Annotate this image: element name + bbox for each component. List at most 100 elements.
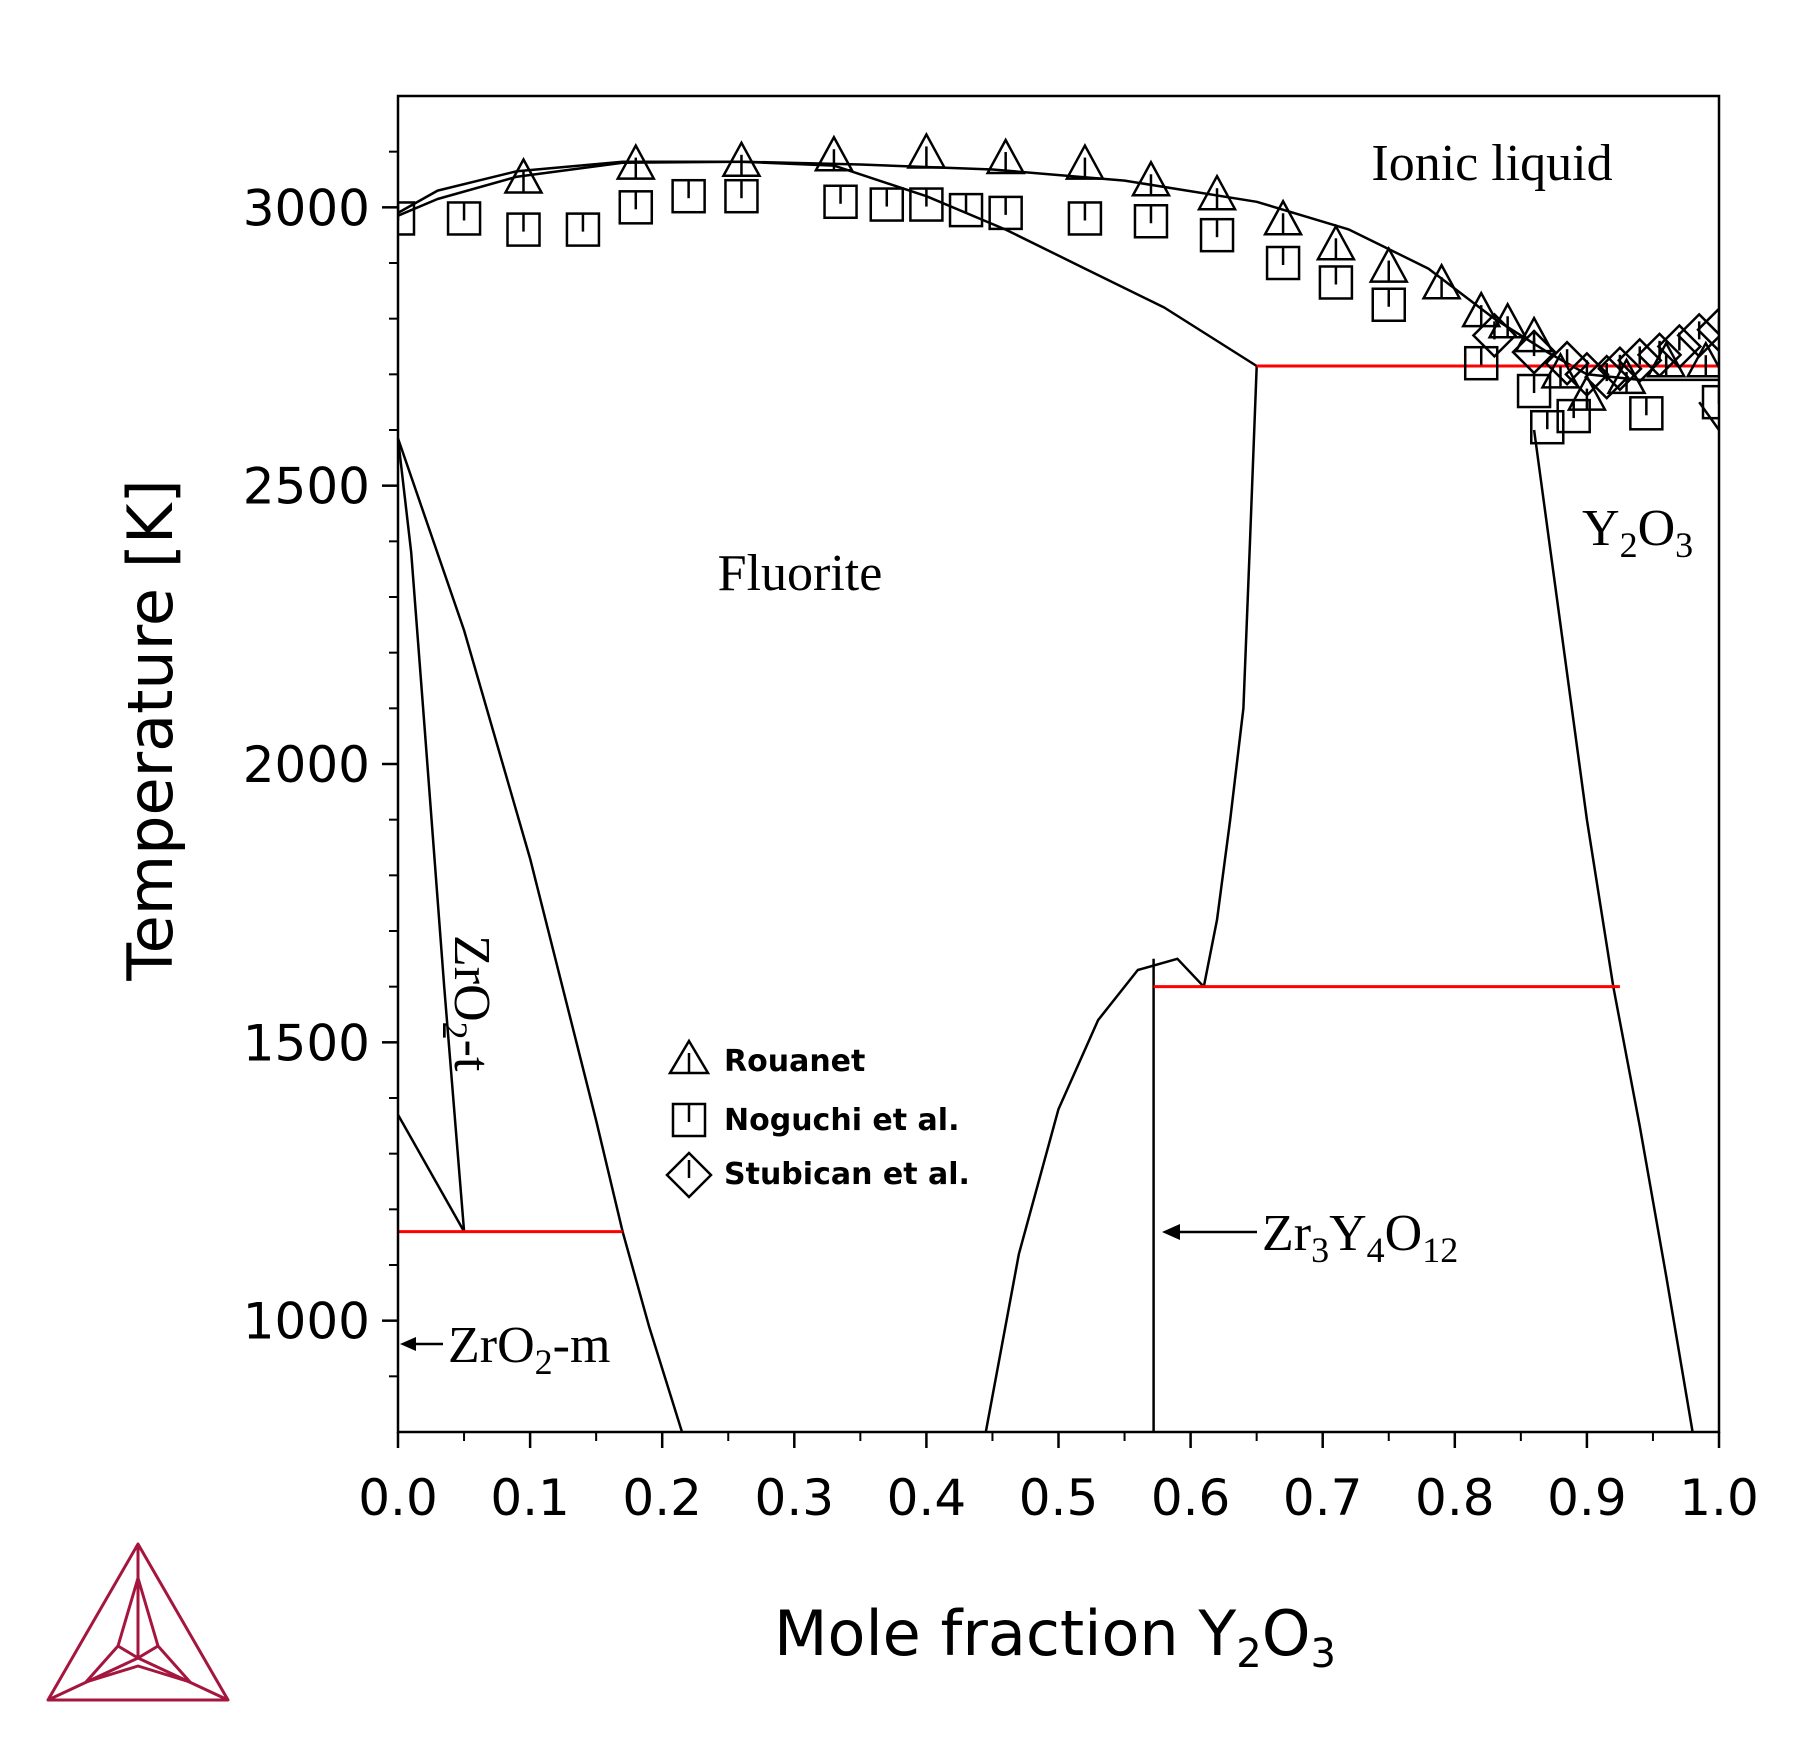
- invariant-lines: [398, 364, 1719, 1234]
- zro2-m-annotation: ZrO2-m: [400, 1317, 610, 1382]
- phase-boundary-5: [621, 1231, 684, 1433]
- x-axis-title-sub2: 3: [1311, 1631, 1336, 1677]
- phase-boundary-4: [396, 437, 624, 1232]
- marker-square-1-20: [1530, 409, 1565, 445]
- x-tick-label-1: 0.1: [490, 1469, 570, 1527]
- legend-triangle-marker: [667, 1038, 711, 1075]
- label-ionic-liquid: Ionic liquid: [1371, 135, 1612, 192]
- legend: Rouanet Noguchi et al. Stubican et al.: [665, 1038, 970, 1199]
- legend-label-rouanet: Rouanet: [724, 1044, 865, 1079]
- marker-triangle-0-4: [906, 131, 947, 169]
- y-tick-label-3: 2500: [243, 458, 370, 516]
- marker-square-1-6: [724, 178, 759, 214]
- marker-square-1-9: [909, 187, 944, 222]
- label-zro2-m: ZrO2-m: [448, 1317, 610, 1382]
- zr3y4o12-annotation: Zr3Y4O12: [1162, 1205, 1458, 1270]
- phase-boundary-10: [1532, 429, 1694, 1433]
- x-tick-label-0: 0.0: [358, 1469, 438, 1527]
- marker-square-1-0: [398, 201, 416, 236]
- marker-diamond-2-10: [1696, 307, 1719, 353]
- marker-triangle-0-11: [1368, 245, 1409, 283]
- x-tick-label-10: 1.0: [1679, 1469, 1759, 1527]
- x-tick-label-6: 0.6: [1151, 1469, 1231, 1527]
- marker-square-1-4: [618, 190, 654, 225]
- marker-triangle-0-5: [985, 137, 1026, 175]
- x-tick-label-7: 0.7: [1283, 1469, 1363, 1527]
- x-tick-label-5: 0.5: [1019, 1469, 1099, 1527]
- marker-square-1-3: [565, 212, 601, 247]
- marker-triangle-0-8: [1196, 173, 1238, 211]
- y-tick-label-1: 1500: [243, 1014, 370, 1072]
- legend-item-stubican: Stubican et al.: [665, 1151, 970, 1199]
- marker-diamond-2-1: [1511, 329, 1557, 375]
- y-tick-label-4: 3000: [243, 179, 370, 237]
- marker-triangle-0-12: [1421, 262, 1462, 300]
- marker-square-1-23: [1701, 384, 1719, 420]
- marker-square-1-7: [823, 184, 858, 220]
- marker-square-1-5: [671, 178, 706, 214]
- legend-square-marker: [671, 1102, 707, 1138]
- zro2-m-arrowhead: [400, 1337, 416, 1351]
- x-tick-label-3: 0.3: [755, 1469, 835, 1527]
- y-axis-title: Temperature [K]: [114, 479, 187, 981]
- marker-triangle-0-1: [615, 142, 656, 180]
- marker-diamond-2-7: [1636, 332, 1683, 378]
- x-axis-title-mid: O: [1262, 1597, 1311, 1670]
- y-tick-label-2: 2000: [243, 736, 370, 794]
- phase-boundary-3: [1202, 365, 1258, 987]
- x-tick-label-8: 0.8: [1415, 1469, 1495, 1527]
- thermo-calc-logo: [46, 1542, 230, 1702]
- x-axis-ticks: 0.0 0.1 0.2 0.3 0.4 0.5 0.6 0.7 0.8 0.9 1.0: [358, 1432, 1759, 1527]
- y-tick-label-0: 1000: [243, 1293, 370, 1351]
- legend-label-stubican: Stubican et al.: [724, 1157, 970, 1192]
- marker-triangle-0-9: [1262, 198, 1304, 236]
- x-axis-title-sub1: 2: [1236, 1631, 1261, 1677]
- marker-triangle-0-0: [503, 156, 544, 194]
- marker-square-1-1: [446, 201, 482, 236]
- data-markers: [398, 131, 1719, 445]
- label-fluorite: Fluorite: [718, 545, 883, 602]
- marker-triangle-0-2: [721, 140, 762, 178]
- marker-triangle-0-10: [1315, 223, 1357, 261]
- marker-square-1-2: [506, 212, 541, 247]
- phase-boundary-8: [984, 957, 1205, 1433]
- marker-triangle-0-20: [1685, 340, 1719, 378]
- legend-item-rouanet: Rouanet: [667, 1038, 865, 1079]
- marker-diamond-2-2: [1544, 340, 1590, 386]
- marker-square-1-10: [948, 192, 984, 228]
- x-axis-title-main: Mole fraction Y: [774, 1597, 1236, 1670]
- marker-diamond-2-9: [1676, 312, 1719, 359]
- x-tick-label-4: 0.4: [887, 1469, 967, 1527]
- y-axis-ticks: 1000 1500 2000 2500 3000: [243, 150, 398, 1378]
- marker-square-1-15: [1265, 245, 1301, 281]
- marker-diamond-2-0: [1471, 312, 1518, 359]
- zr3y4o12-arrowhead: [1162, 1224, 1180, 1240]
- label-y2o3: Y2O3: [1582, 500, 1693, 565]
- marker-square-1-17: [1371, 287, 1406, 322]
- phase-boundary-7: [396, 1114, 466, 1233]
- marker-triangle-0-17: [1566, 373, 1608, 411]
- marker-square-1-19: [1516, 373, 1552, 409]
- legend-item-noguchi: Noguchi et al.: [671, 1102, 959, 1138]
- phase-boundary-0: [397, 160, 1719, 382]
- phase-boundary-2: [925, 195, 1258, 368]
- marker-square-1-13: [1133, 204, 1169, 239]
- marker-triangle-0-6: [1064, 142, 1106, 180]
- x-tick-label-9: 0.9: [1547, 1469, 1627, 1527]
- marker-square-1-16: [1318, 265, 1354, 300]
- x-tick-label-2: 0.2: [622, 1469, 702, 1527]
- label-zro2-t: ZrO2-t: [435, 935, 500, 1072]
- phase-boundary-6: [396, 438, 466, 1232]
- marker-square-1-8: [869, 187, 905, 222]
- label-zr3y4o12: Zr3Y4O12: [1262, 1205, 1458, 1270]
- marker-square-1-21: [1556, 398, 1591, 434]
- legend-label-noguchi: Noguchi et al.: [724, 1103, 959, 1138]
- marker-square-1-11: [988, 195, 1023, 231]
- marker-square-1-14: [1199, 217, 1235, 253]
- x-axis-title: Mole fraction Y2O3: [774, 1597, 1336, 1677]
- legend-diamond-marker: [665, 1151, 713, 1199]
- marker-square-1-12: [1067, 201, 1103, 236]
- marker-triangle-0-7: [1130, 159, 1172, 197]
